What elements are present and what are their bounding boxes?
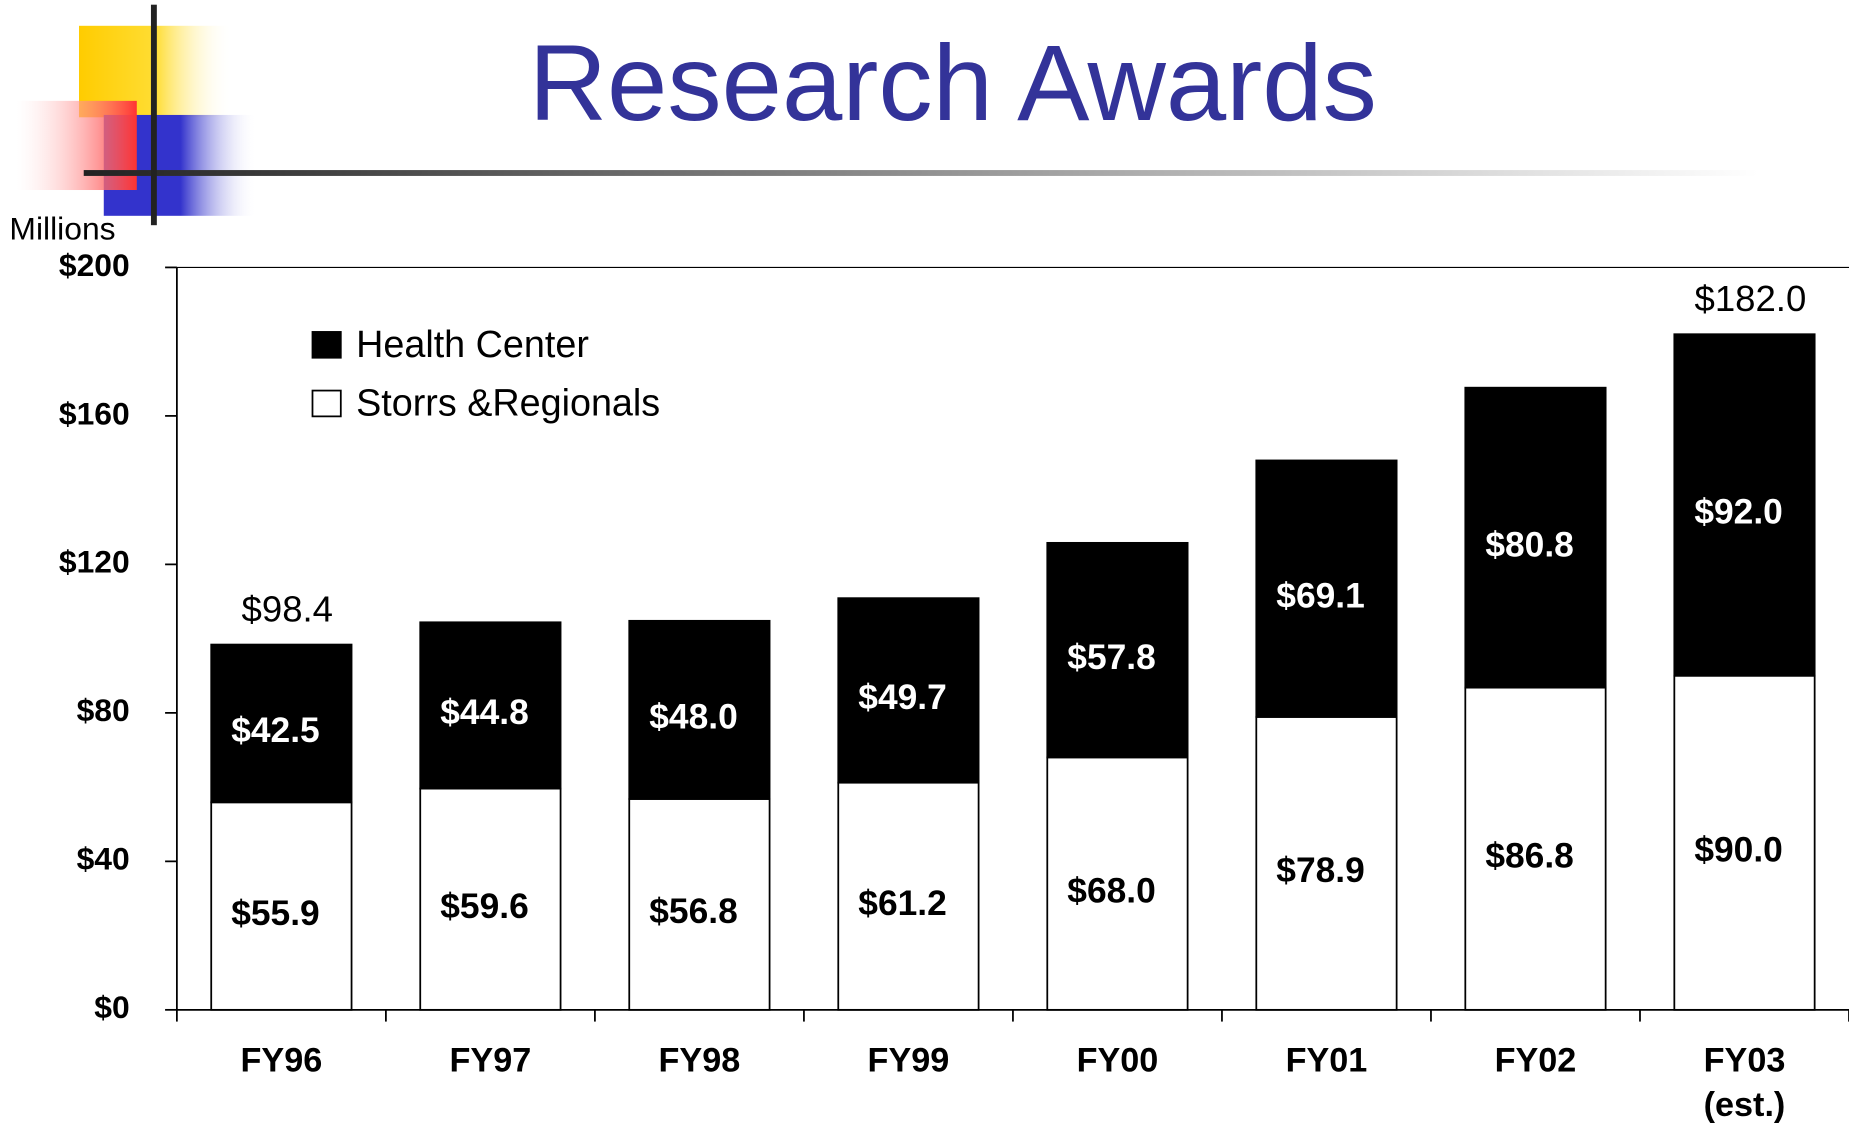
y-tick-label: $80 <box>77 692 130 728</box>
bar-segment <box>1673 333 1816 677</box>
value-label: $49.7 <box>858 678 947 717</box>
value-label: $61.2 <box>858 884 947 923</box>
value-label: $68.0 <box>1067 871 1156 910</box>
y-tick-label: $0 <box>94 989 129 1025</box>
x-tick-label: FY98 <box>659 1042 741 1080</box>
bar-segment <box>1464 386 1607 689</box>
x-tick-label: FY96 <box>241 1042 323 1080</box>
y-tick-label: $160 <box>59 395 130 431</box>
x-tick-label: FY01 <box>1286 1042 1368 1080</box>
bar-segment <box>1255 716 1398 1011</box>
x-tick-label: FY03 (est.) <box>1704 1042 1786 1124</box>
total-label: $182.0 <box>1695 278 1807 319</box>
bar-segment <box>1255 459 1398 718</box>
value-label: $92.0 <box>1694 493 1783 532</box>
value-label: $86.8 <box>1485 836 1574 875</box>
y-tick-label: $120 <box>59 544 130 580</box>
bar-segment <box>419 787 562 1011</box>
value-label: $42.5 <box>231 711 320 750</box>
x-tick-label: FY00 <box>1077 1042 1159 1080</box>
value-label: $69.1 <box>1276 576 1365 615</box>
legend-label: Health Center <box>356 323 589 365</box>
legend-label: Storrs &Regionals <box>356 382 660 424</box>
legend-swatch <box>311 331 342 359</box>
x-tick-label: FY99 <box>868 1042 950 1080</box>
bar-segment <box>1464 686 1607 1011</box>
bar-segment <box>1673 674 1816 1011</box>
value-label: $78.9 <box>1276 851 1365 890</box>
value-label: $56.8 <box>649 892 738 931</box>
value-label: $55.9 <box>231 894 320 933</box>
bar-segment <box>1046 756 1189 1011</box>
total-label: $98.4 <box>242 588 333 629</box>
value-label: $59.6 <box>440 887 529 926</box>
bar-segment <box>210 643 353 804</box>
legend-swatch <box>311 389 342 418</box>
y-axis-label: Millions <box>9 211 115 247</box>
value-label: $57.8 <box>1067 638 1156 677</box>
value-label: $80.8 <box>1485 525 1574 564</box>
x-tick-label: FY97 <box>450 1042 532 1080</box>
bar-segment <box>419 621 562 790</box>
value-label: $48.0 <box>649 698 738 737</box>
y-tick-label: $40 <box>77 841 130 877</box>
value-label: $44.8 <box>440 693 529 732</box>
bar-segment <box>1046 541 1189 759</box>
x-tick-label: FY02 <box>1495 1042 1577 1080</box>
bar-segment <box>837 781 980 1011</box>
logo <box>16 4 1759 226</box>
chart-title: Research Awards <box>529 22 1377 143</box>
bar-segment <box>837 597 980 784</box>
bar-segment <box>628 619 771 800</box>
value-label: $90.0 <box>1694 831 1783 870</box>
y-tick-label: $200 <box>59 247 130 283</box>
bar-segment <box>628 798 771 1011</box>
